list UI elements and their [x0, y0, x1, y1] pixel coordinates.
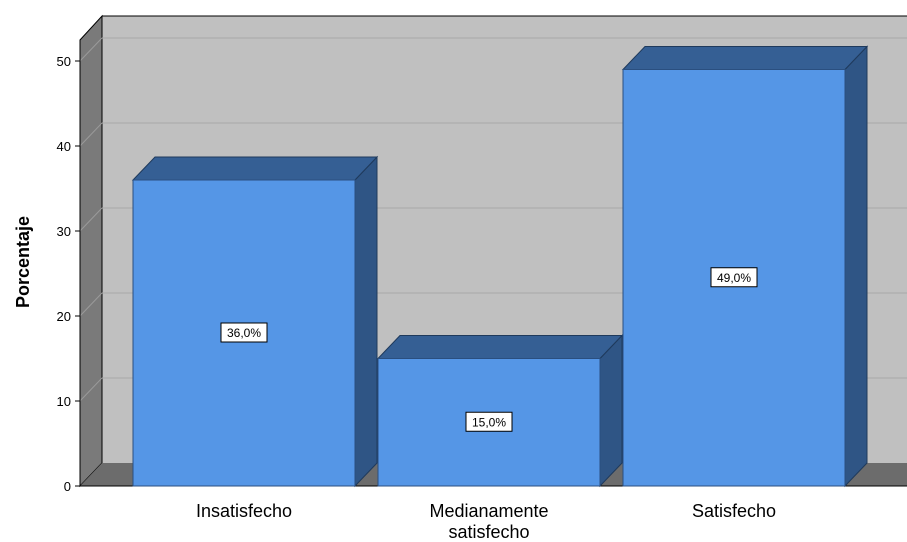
- data-label: 49,0%: [710, 267, 758, 288]
- bar-top: [621, 46, 869, 70]
- bar-top: [131, 156, 379, 181]
- x-tick-label: Medianamente satisfecho: [429, 501, 548, 542]
- gridline-side: [79, 292, 103, 317]
- data-label-box: [220, 322, 268, 343]
- data-label-text: 15,0%: [472, 415, 506, 429]
- bar-2: 15,0%: [376, 334, 624, 488]
- y-tick-label: 0: [64, 479, 71, 494]
- x-tick-label: Insatisfecho: [196, 501, 292, 521]
- x-tick-label: Satisfecho: [692, 501, 776, 521]
- gridline-side: [79, 122, 103, 147]
- gridline-side: [79, 207, 103, 232]
- x-tick-label-line: Insatisfecho: [196, 501, 292, 521]
- bars: 36,0% 15,0% 49,0%: [131, 45, 869, 488]
- bar-top: [376, 335, 624, 359]
- data-label-text: 49,0%: [717, 271, 751, 285]
- gridline-side: [79, 37, 103, 62]
- gridline-side: [79, 377, 103, 402]
- y-tick-label: 10: [57, 394, 71, 409]
- bar-3: 49,0%: [621, 45, 869, 488]
- x-tick-label-line: Satisfecho: [692, 501, 776, 521]
- data-label: 15,0%: [465, 411, 513, 432]
- y-axis-title: Porcentaje: [13, 216, 33, 308]
- bar-1: 36,0%: [131, 155, 379, 488]
- x-axis: Insatisfecho Medianamente satisfecho Satisf…: [196, 501, 776, 542]
- side-wall: [79, 14, 103, 488]
- y-axis: 0 10 20 30 40 50: [57, 40, 81, 494]
- data-label-box: [710, 267, 758, 288]
- y-tick-label: 20: [57, 309, 71, 324]
- y-tick-label: 30: [57, 224, 71, 239]
- x-tick-label-line: satisfecho: [448, 522, 529, 542]
- bar-side: [354, 155, 378, 488]
- bar-side: [844, 45, 868, 488]
- x-tick-label-line: Medianamente: [429, 501, 548, 521]
- data-label: 36,0%: [220, 322, 268, 343]
- bar-side: [599, 334, 623, 488]
- y-tick-label: 50: [57, 54, 71, 69]
- data-label-box: [465, 411, 513, 432]
- data-label-text: 36,0%: [227, 326, 261, 340]
- y-tick-label: 40: [57, 139, 71, 154]
